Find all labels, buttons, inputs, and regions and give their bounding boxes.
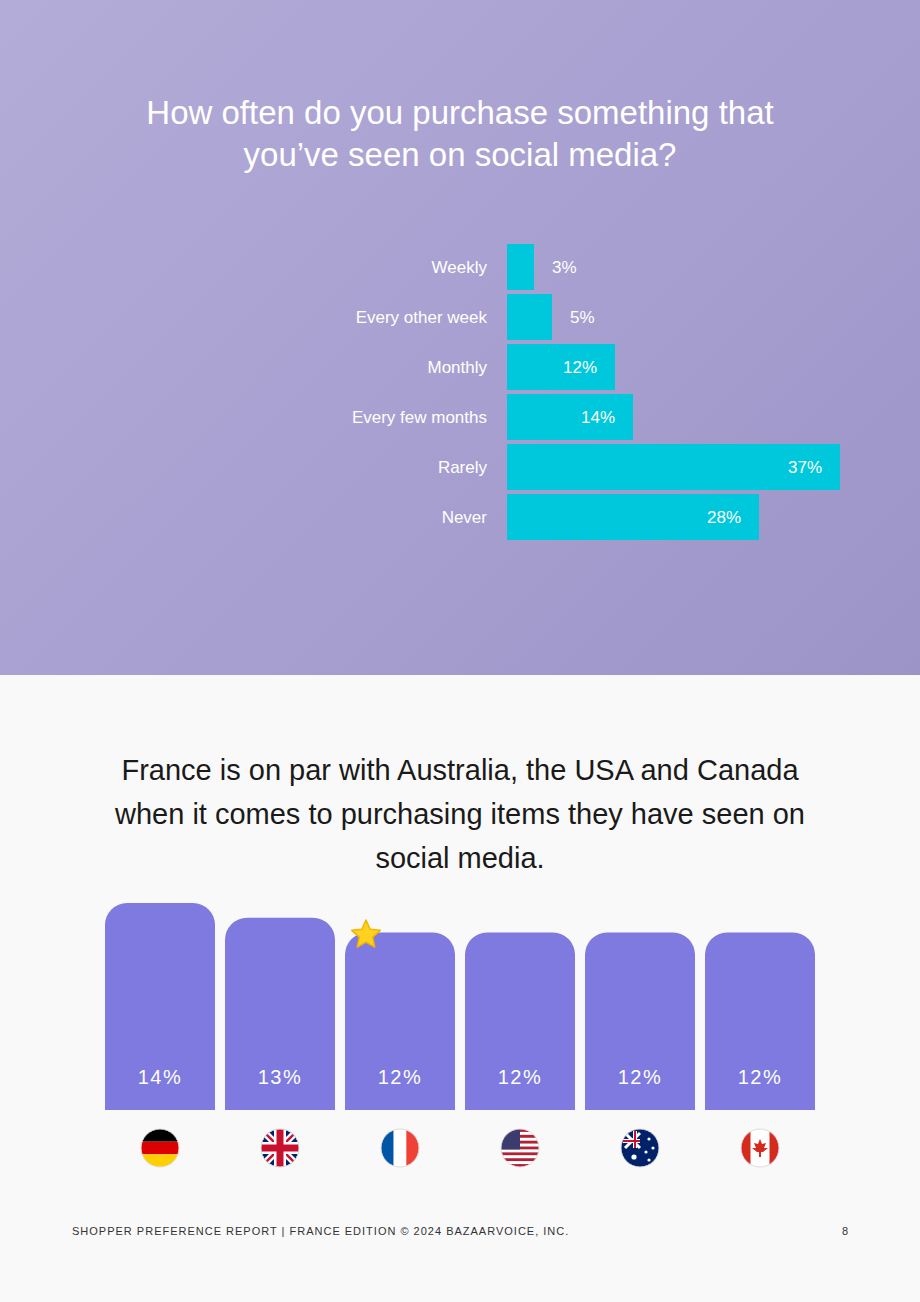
- svg-text:Never: Never: [442, 508, 488, 527]
- html-text:France is on par with Australi: France is on par with Australia, the USA…: [115, 754, 805, 874]
- svg-text:3%: 3%: [552, 258, 577, 277]
- svg-text:12%: 12%: [738, 1066, 783, 1088]
- html-text:How often do you purchase some: How often do you purchase something that…: [146, 94, 774, 173]
- svg-text:Every other week: Every other week: [356, 308, 488, 327]
- svg-text:Weekly: Weekly: [432, 258, 488, 277]
- svg-text:12%: 12%: [618, 1066, 663, 1088]
- svg-text:13%: 13%: [258, 1066, 303, 1088]
- svg-text:14%: 14%: [581, 408, 615, 427]
- svg-text:37%: 37%: [788, 458, 822, 477]
- svg-text:Rarely: Rarely: [438, 458, 488, 477]
- svg-text:5%: 5%: [570, 308, 595, 327]
- svg-text:12%: 12%: [498, 1066, 543, 1088]
- svg-text:Every few months: Every few months: [352, 408, 487, 427]
- html-text:SHOPPER PREFERENCE REPORT | FR: SHOPPER PREFERENCE REPORT | FRANCE EDITI…: [72, 1225, 570, 1237]
- svg-text:Monthly: Monthly: [427, 358, 487, 377]
- svg-text:12%: 12%: [563, 358, 597, 377]
- html-text:8: 8: [841, 1225, 848, 1237]
- svg-text:12%: 12%: [378, 1066, 423, 1088]
- svg-text:14%: 14%: [138, 1066, 183, 1088]
- svg-text:28%: 28%: [707, 508, 741, 527]
